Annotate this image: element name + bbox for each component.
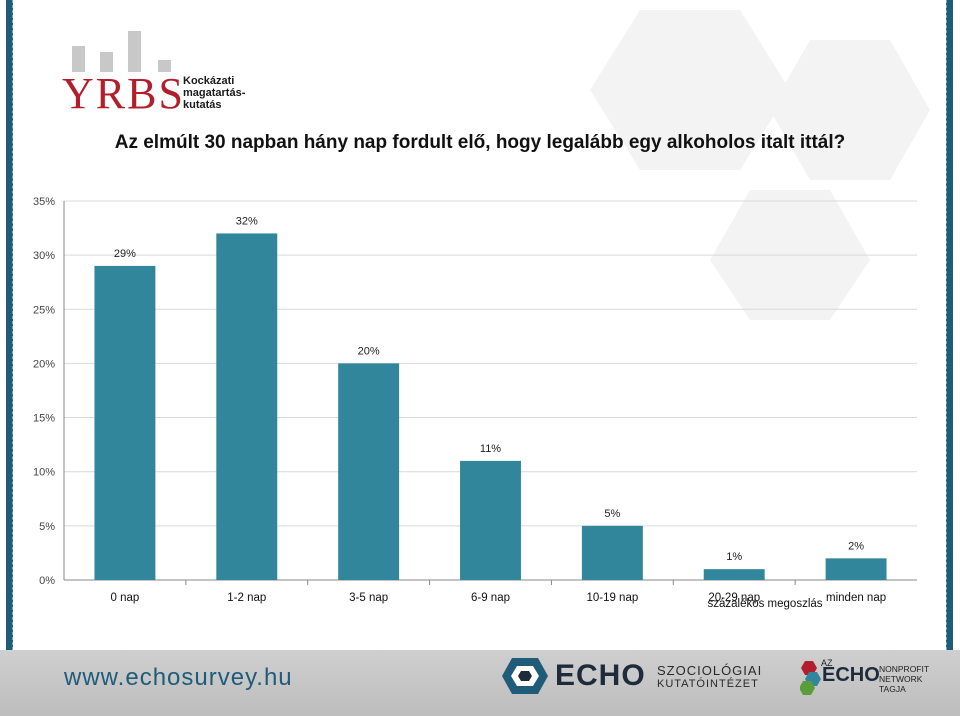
bar — [703, 569, 765, 580]
bar — [216, 233, 278, 580]
right-frame-border — [946, 0, 953, 650]
data-label: 1% — [726, 551, 742, 563]
yrbs-logo-subtitle: Kockázati magatartás- kutatás — [183, 75, 245, 111]
yrbs-logo-text: YRBS — [62, 69, 185, 118]
footer-band — [0, 650, 960, 716]
legend-label: százalékos megoszlás — [707, 598, 822, 610]
echo-hexagon-logo-icon — [502, 658, 548, 694]
y-tick-label: 5% — [39, 521, 55, 533]
bar-chart: 0% 5% 10% 15% 20% 25% 30% 35% 29% 0 nap 32% 1-2 nap… — [33, 196, 917, 610]
footer-url-link[interactable]: www.echosurvey.hu — [64, 664, 293, 691]
yrbs-logo-bars — [72, 31, 171, 72]
bar — [94, 265, 156, 580]
x-tick-label: 1-2 nap — [227, 592, 266, 604]
y-tick-label: 15% — [33, 413, 55, 425]
yrbs-subtitle-line: kutatás — [183, 99, 222, 111]
x-tick-label: 6-9 nap — [471, 592, 510, 604]
data-label: 11% — [480, 443, 501, 455]
network-text: NONPROFIT NETWORK TAGJA — [879, 664, 929, 694]
y-tick-label: 20% — [33, 358, 55, 370]
data-label: 29% — [114, 248, 136, 260]
bar — [338, 363, 400, 580]
y-tick-label: 25% — [33, 304, 55, 316]
x-tick-label: minden nap — [826, 592, 886, 604]
bar — [581, 525, 643, 580]
x-tick-label: 0 nap — [111, 592, 140, 604]
bar — [825, 558, 887, 580]
network-prefix: AZ — [821, 658, 833, 668]
data-label: 32% — [236, 215, 258, 227]
network-text-line: NETWORK — [879, 674, 923, 684]
data-label: 2% — [848, 540, 864, 552]
yrbs-subtitle-line: magatartás- — [183, 87, 246, 99]
background-hexagon-pattern — [590, 10, 930, 320]
yrbs-subtitle-line: Kockázati — [183, 75, 235, 87]
x-tick-label: 10-19 nap — [586, 592, 638, 604]
y-tick-label: 35% — [33, 196, 55, 208]
y-tick-label: 30% — [33, 250, 55, 262]
echo-network-hexagons-icon — [800, 661, 821, 695]
data-label: 5% — [604, 508, 620, 520]
y-tick-label: 10% — [33, 467, 55, 479]
echo-logo-subtitle-1: SZOCIOLÓGIAI — [657, 663, 763, 678]
data-label: 20% — [358, 345, 380, 357]
echo-logo-subtitle-2: KUTATÓINTÉZET — [657, 678, 759, 690]
bar — [460, 460, 521, 580]
network-text-line: TAGJA — [879, 684, 906, 694]
chart-title: Az elmúlt 30 napban hány nap fordult elő… — [114, 132, 846, 153]
echo-logo-text: ECHO — [555, 659, 646, 692]
left-frame-border — [6, 0, 13, 650]
y-tick-label: 0% — [39, 575, 55, 587]
network-echo-text: ECHO — [822, 664, 880, 686]
network-text-line: NONPROFIT — [879, 664, 930, 674]
x-tick-label: 20-29 nap — [708, 592, 760, 604]
x-tick-label: 3-5 nap — [349, 592, 388, 604]
